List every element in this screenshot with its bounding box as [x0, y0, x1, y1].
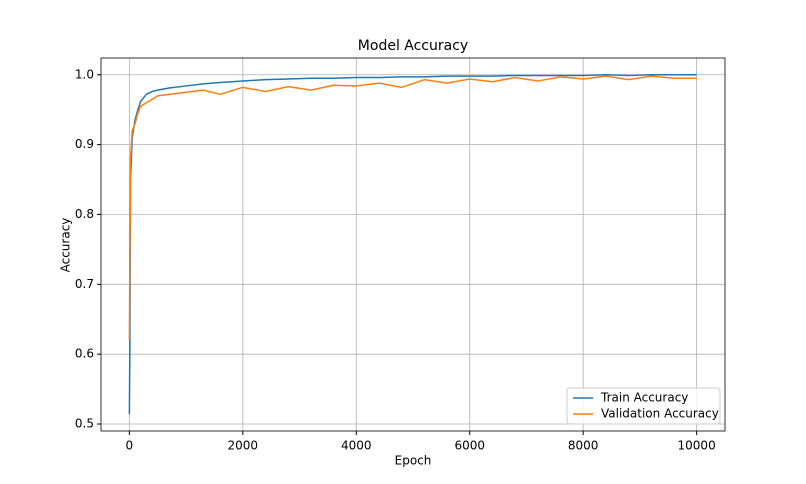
y-axis-label: Accuracy	[59, 218, 73, 273]
legend-box	[566, 387, 721, 425]
chart-title: Model Accuracy	[358, 38, 468, 54]
y-tick-label: 0.9	[75, 137, 94, 151]
series-line	[128, 74, 697, 415]
plot-frame	[100, 57, 726, 432]
y-tick-label: 0.6	[75, 347, 94, 361]
x-tick-label: 4000	[341, 439, 372, 453]
y-tick-label: 0.7	[75, 277, 94, 291]
x-tick-label: 10000	[678, 439, 716, 453]
y-tick-label: 0.5	[75, 417, 94, 431]
series-line	[128, 75, 697, 341]
x-tick-label: 6000	[454, 439, 485, 453]
y-tick-label: 1.0	[75, 67, 94, 81]
x-tick-label: 8000	[568, 439, 599, 453]
legend-label: Validation Accuracy	[601, 407, 719, 421]
x-axis-label: Epoch	[395, 454, 432, 468]
y-tick-label: 0.8	[75, 207, 94, 221]
x-tick-label: 0	[126, 439, 134, 453]
x-tick-label: 2000	[228, 439, 259, 453]
legend-label: Train Accuracy	[600, 391, 688, 405]
